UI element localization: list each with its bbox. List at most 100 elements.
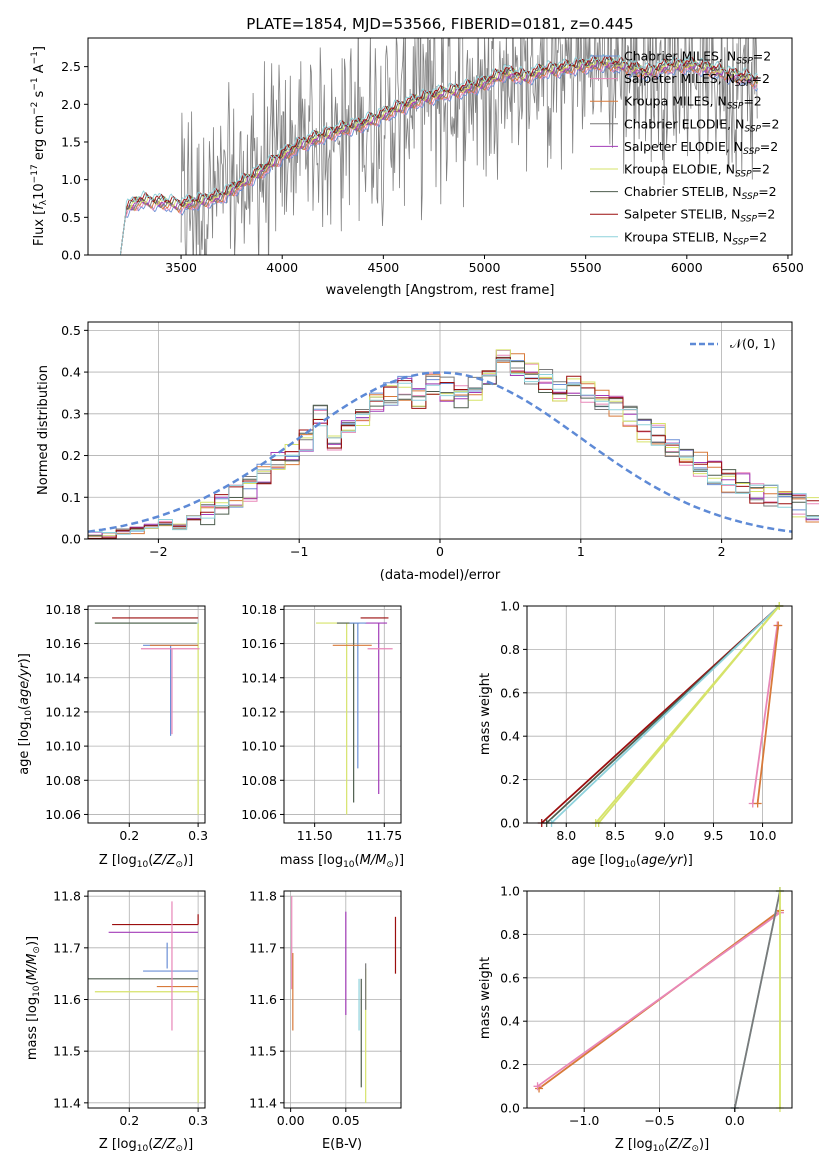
y-tick-label: 11.7 [53, 940, 81, 955]
gaussian-curve [87, 371, 793, 533]
kroupa-stelib-model-line [119, 53, 758, 255]
y-tick-label: 0.4 [61, 365, 81, 380]
residuals-xlabel: (data-model)/error [380, 568, 501, 583]
y-tick-label: 10.08 [45, 773, 81, 788]
y-tick-label: 11.8 [249, 889, 277, 904]
y-tick-label: 10.18 [241, 602, 277, 617]
mass-vs-Z-panel: 0.2 0.3 11.4 11.5 11.6 11.7 11.8 [53, 889, 208, 1128]
plus-marker [533, 1082, 542, 1091]
y-tick-label: 0.4 [500, 1014, 520, 1029]
x-tick-label: 0.00 [277, 1113, 305, 1128]
mass-weight-line [597, 605, 780, 824]
y-tick-label: 10.10 [241, 739, 277, 754]
mass-Z-ylabel: mass [log10(M/M⊙)] [25, 936, 42, 1060]
gaussian-legend-label: 𝒩(0, 1) [730, 336, 776, 351]
x-tick-label: 2 [718, 544, 726, 559]
legend-label: Kroupa STELIB, NSSP=2 [624, 229, 767, 247]
spectrum-panel: PLATE=1854, MJD=53566, FIBERID=0181, z=0… [30, 15, 804, 298]
x-tick-label: 4000 [266, 260, 298, 275]
y-tick-label: 0.5 [61, 210, 81, 225]
y-tick-label: 1.5 [61, 134, 81, 149]
x-tick-label: 0.0 [725, 1113, 745, 1128]
mass-Z-xlabel: Z [log10(Z/Z⊙)] [99, 1137, 193, 1154]
legend-label: Kroupa MILES, NSSP=2 [624, 94, 762, 112]
mass-vs-EBV-panel: 0.00 0.05 11.4 11.5 11.6 11.7 11.8 [249, 889, 402, 1128]
plus-marker [753, 799, 762, 808]
x-tick-label: 11.50 [297, 828, 333, 843]
mw-Z-ylabel: mass weight [478, 957, 493, 1039]
y-tick-label: 0.0 [500, 816, 520, 831]
y-tick-label: 10.16 [241, 636, 277, 651]
x-tick-label: 6000 [671, 260, 703, 275]
y-tick-label: 10.14 [241, 670, 277, 685]
mass-EBV-xlabel: E(B-V) [322, 1137, 362, 1152]
age-Z-ylabel: age [log10(age/yr)] [17, 653, 34, 775]
y-tick-label: 0.0 [61, 248, 81, 263]
y-tick-label: 2.5 [61, 59, 81, 74]
x-tick-label: 3500 [165, 260, 197, 275]
residuals-legend: 𝒩(0, 1) [690, 336, 776, 351]
y-tick-label: 0.1 [61, 490, 81, 505]
y-tick-label: 11.6 [53, 992, 81, 1007]
x-tick-label: 0.2 [119, 1113, 139, 1128]
age-mass-xlabel: mass [log10(M/M⊙)] [280, 853, 404, 870]
x-tick-label: 4500 [367, 260, 399, 275]
mw-age-ylabel: mass weight [478, 673, 493, 755]
mass-weight-line [536, 911, 781, 1088]
x-tick-label: 0.3 [188, 1113, 208, 1128]
x-tick-label: 0.2 [119, 828, 139, 843]
y-tick-label: 10.06 [241, 807, 277, 822]
y-tick-label: 1.0 [500, 884, 520, 899]
x-tick-label: −1.0 [569, 1113, 599, 1128]
x-tick-label: −1 [290, 544, 308, 559]
panel-frame [283, 605, 402, 824]
legend-label: Chabrier MILES, NSSP=2 [624, 49, 771, 67]
y-tick-label: 11.8 [53, 889, 81, 904]
y-tick-label: 0.4 [500, 729, 520, 744]
x-tick-label: 6500 [772, 260, 804, 275]
observed-spectrum-line [180, 38, 758, 255]
massweight-vs-Z-panel: −1.0 −0.5 0.0 0.0 0.2 0.4 0.6 0.8 1.0 [500, 884, 793, 1128]
y-tick-label: 0.0 [500, 1101, 520, 1116]
x-tick-label: 0.3 [188, 828, 208, 843]
age-vs-Z-panel: 0.2 0.3 10.06 10.08 10.10 10.12 10.14 10.16 10.1… [45, 602, 208, 843]
spectrum-frame [87, 37, 793, 256]
y-tick-label: 11.5 [53, 1044, 81, 1059]
y-tick-label: 10.12 [241, 704, 277, 719]
x-tick-label: 9.5 [704, 828, 724, 843]
y-tick-label: 0.6 [500, 685, 520, 700]
age-vs-mass-panel: 11.50 11.75 10.06 10.08 10.10 10.12 10.14 10.16… [241, 602, 402, 843]
x-tick-label: 5000 [469, 260, 501, 275]
salpeter-stelib-model-line [119, 54, 759, 255]
spectrum-ylabel: Flux [fλ10−17 erg cm−2 s−1 A−1] [30, 46, 49, 246]
legend-label: Salpeter STELIB, NSSP=2 [624, 207, 775, 225]
y-tick-label: 1.0 [500, 599, 520, 614]
mass-weight-line [733, 890, 781, 1109]
y-tick-label: 0.3 [61, 406, 81, 421]
y-tick-label: 0.8 [500, 927, 520, 942]
mw-Z-xlabel: Z [log10(Z/Z⊙)] [615, 1137, 709, 1154]
x-tick-label: 11.75 [366, 828, 402, 843]
panel-frame [87, 605, 206, 824]
y-tick-label: 0.2 [500, 1057, 520, 1072]
mw-age-xlabel: age [log10(age/yr)] [571, 853, 693, 870]
legend-label: Kroupa ELODIE, NSSP=2 [624, 162, 770, 180]
mass-weight-line [751, 625, 779, 804]
y-tick-label: 0.8 [500, 642, 520, 657]
massweight-vs-age-panel: 8.0 8.5 9.0 9.5 10.0 0.0 0.2 0.4 0.6 0.8 1.0 [500, 599, 793, 843]
spectrum-title: PLATE=1854, MJD=53566, FIBERID=0181, z=0… [246, 15, 633, 33]
spectrum-ticks: 3500 4000 4500 5000 5500 6000 6500 0.0 0.5 1.0 1.5… [61, 59, 804, 275]
y-tick-label: 0.2 [61, 448, 81, 463]
x-tick-label: 0.05 [332, 1113, 360, 1128]
x-tick-label: −0.5 [644, 1113, 674, 1128]
y-tick-label: 10.14 [45, 670, 81, 685]
y-tick-label: 10.06 [45, 807, 81, 822]
spectrum-xlabel: wavelength [Angstrom, rest frame] [326, 283, 555, 298]
y-tick-label: 11.6 [249, 992, 277, 1007]
y-tick-label: 0.2 [500, 772, 520, 787]
x-tick-label: 0 [436, 544, 444, 559]
y-tick-label: 10.18 [45, 602, 81, 617]
y-tick-label: 10.10 [45, 739, 81, 754]
y-tick-label: 0.6 [500, 970, 520, 985]
